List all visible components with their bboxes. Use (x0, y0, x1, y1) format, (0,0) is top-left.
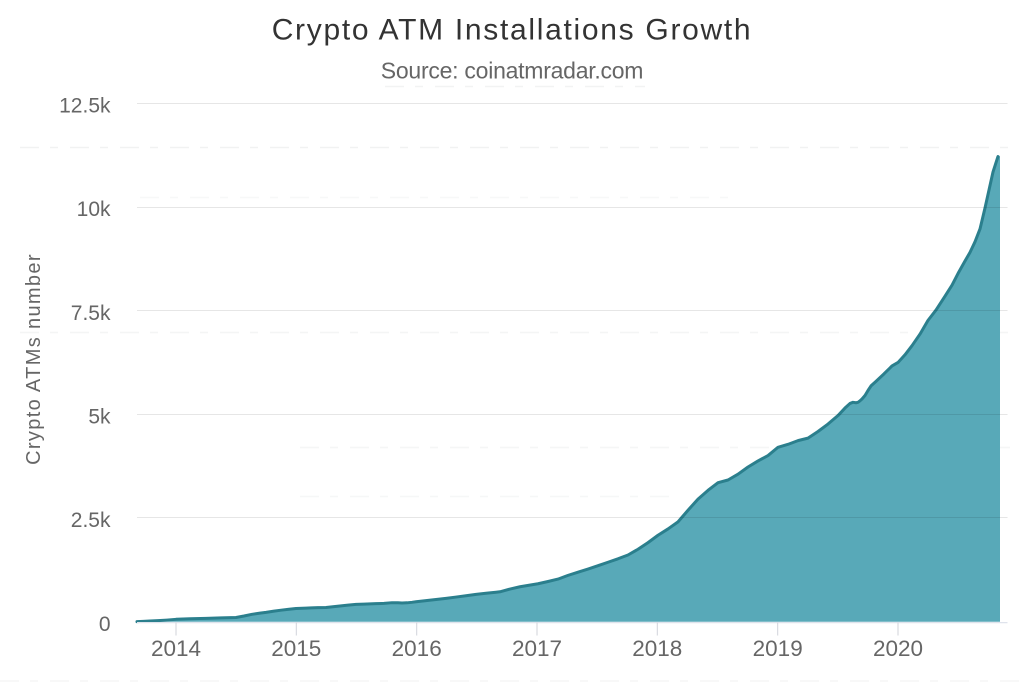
svg-text:7.5k: 7.5k (71, 302, 111, 325)
svg-text:2018: 2018 (632, 636, 682, 661)
svg-text:2015: 2015 (271, 636, 321, 661)
svg-text:Source: coinatmradar.com: Source: coinatmradar.com (381, 58, 643, 84)
svg-text:2.5k: 2.5k (71, 509, 111, 532)
svg-text:2020: 2020 (873, 636, 923, 661)
svg-text:10k: 10k (77, 198, 111, 221)
svg-text:Crypto ATM Installations Growt: Crypto ATM Installations Growth (272, 14, 753, 47)
svg-text:2016: 2016 (392, 636, 442, 661)
svg-text:5k: 5k (88, 406, 111, 429)
svg-text:2019: 2019 (753, 636, 803, 661)
svg-text:2017: 2017 (512, 636, 562, 661)
svg-text:12.5k: 12.5k (59, 95, 111, 118)
svg-text:2014: 2014 (151, 636, 201, 661)
svg-text:Crypto ATMs number: Crypto ATMs number (23, 253, 45, 465)
svg-text:0: 0 (99, 613, 111, 636)
